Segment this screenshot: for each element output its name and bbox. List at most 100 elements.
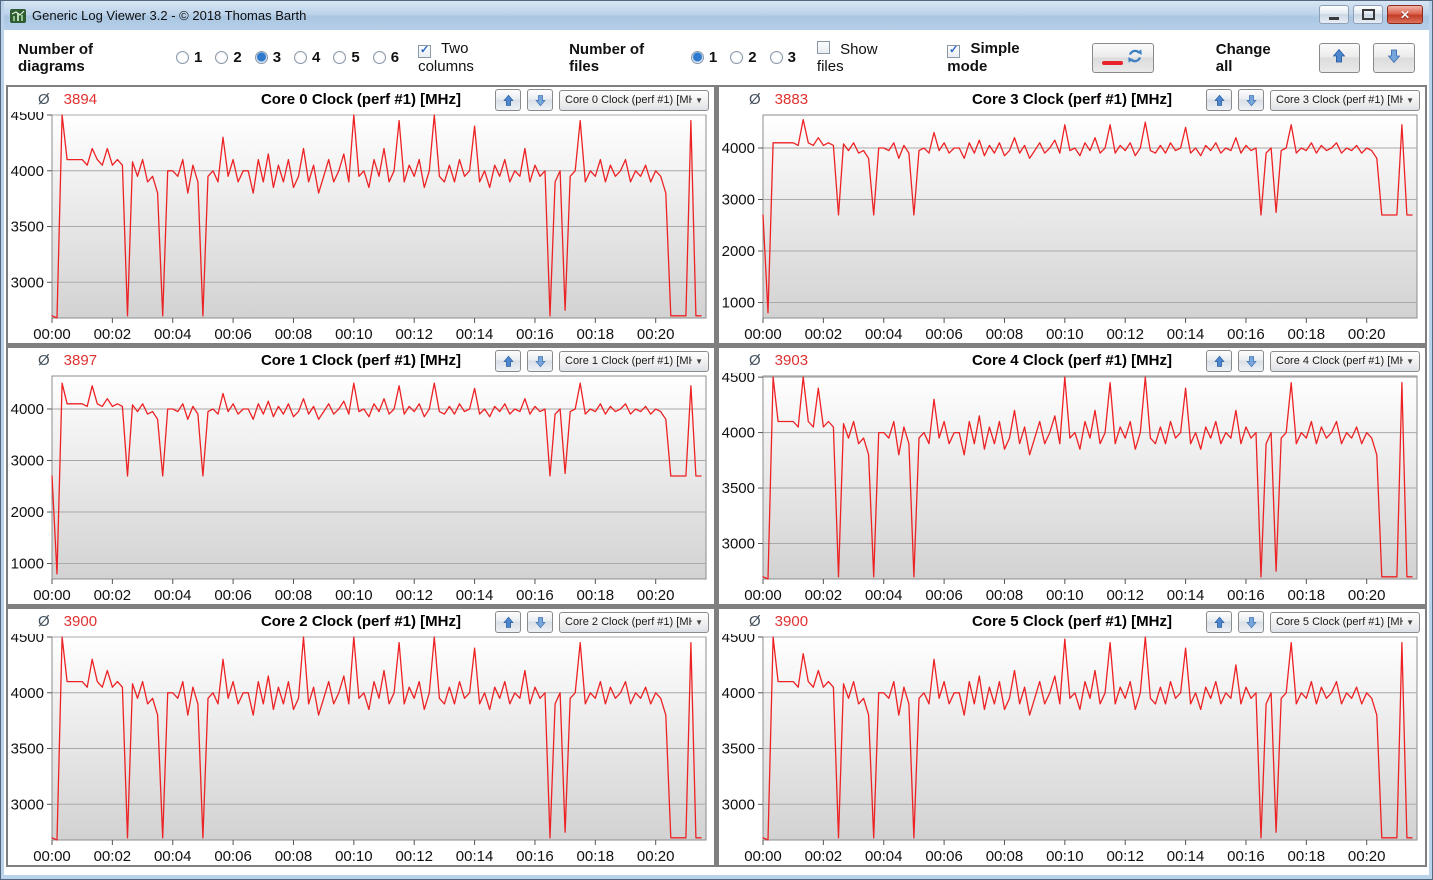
radio-files-1[interactable]: 1: [690, 49, 717, 66]
svg-text:00:00: 00:00: [33, 326, 71, 343]
panel-move-up-button[interactable]: [495, 89, 521, 111]
svg-text:4500: 4500: [11, 112, 44, 124]
file-count-radio-group: 1 2 3: [690, 49, 809, 66]
radio-button-icon[interactable]: [294, 51, 308, 64]
series-select-value: Core 3 Clock (perf #1) [MH: [1276, 94, 1404, 106]
radio-button-icon[interactable]: [176, 51, 189, 64]
radio-diagrams-6[interactable]: 6: [372, 49, 399, 66]
radio-button-icon[interactable]: [372, 51, 386, 64]
show-files-checkbox[interactable]: Show files: [816, 40, 907, 75]
panel-move-down-button[interactable]: [1238, 89, 1264, 111]
minimize-icon: [1329, 17, 1339, 20]
minimize-button[interactable]: [1319, 5, 1349, 24]
radio-diagrams-1[interactable]: 1: [176, 49, 202, 66]
maximize-button[interactable]: [1353, 5, 1383, 24]
panel-move-down-button[interactable]: [1238, 611, 1264, 633]
arrow-down-icon: [1387, 49, 1401, 64]
radio-button-icon[interactable]: [215, 51, 229, 64]
arrow-down-icon: [1245, 94, 1257, 106]
simple-mode-checkbox[interactable]: Simple mode: [947, 40, 1062, 75]
radio-button-icon[interactable]: [769, 51, 783, 64]
series-select-value: Core 5 Clock (perf #1) [MH: [1276, 616, 1404, 628]
radio-button-icon[interactable]: [254, 51, 268, 64]
checkbox-icon[interactable]: [947, 44, 961, 58]
svg-text:00:20: 00:20: [637, 848, 675, 865]
svg-text:00:08: 00:08: [986, 587, 1024, 604]
panel-move-down-button[interactable]: [1238, 350, 1264, 372]
series-select[interactable]: Core 2 Clock (perf #1) [MH ▼: [559, 611, 709, 633]
files-label: Number of files: [569, 40, 645, 75]
average-symbol: Ø: [749, 613, 761, 630]
panel-move-down-button[interactable]: [527, 89, 553, 111]
svg-text:2000: 2000: [11, 504, 44, 521]
radio-diagrams-2[interactable]: 2: [215, 49, 242, 66]
radio-button-icon[interactable]: [333, 51, 347, 64]
svg-text:00:08: 00:08: [275, 326, 313, 343]
panel-move-down-button[interactable]: [527, 611, 553, 633]
arrow-up-icon: [1213, 616, 1225, 628]
svg-text:00:04: 00:04: [865, 326, 903, 343]
svg-text:00:02: 00:02: [805, 587, 843, 604]
radio-label: 3: [787, 49, 796, 66]
refresh-icon: [1128, 49, 1143, 63]
change-all-down-button[interactable]: [1373, 42, 1415, 73]
panel-move-up-button[interactable]: [1206, 89, 1232, 111]
radio-diagrams-4[interactable]: 4: [294, 49, 320, 66]
radio-files-3[interactable]: 3: [769, 49, 796, 66]
panel-move-up-button[interactable]: [1206, 350, 1232, 372]
series-select[interactable]: Core 0 Clock (perf #1) [MH ▼: [559, 89, 709, 111]
arrow-down-icon: [534, 616, 546, 628]
chevron-down-icon: ▼: [695, 617, 703, 627]
chevron-down-icon: ▼: [1406, 617, 1414, 627]
series-select-value: Core 1 Clock (perf #1) [MH: [565, 355, 693, 367]
radio-button-icon[interactable]: [730, 51, 744, 64]
svg-text:00:06: 00:06: [925, 326, 963, 343]
close-button[interactable]: ✕: [1387, 5, 1423, 24]
radio-label: 1: [194, 49, 203, 66]
series-select[interactable]: Core 1 Clock (perf #1) [MH ▼: [559, 350, 709, 372]
chart-panel-core-0: Ø 3894 Core 0 Clock (perf #1) [MHz] Core…: [8, 87, 714, 343]
line-chart: 3000 3500 4000 4500 00:00 00:02 00:04 00:06 00:0…: [722, 634, 1418, 865]
change-all-up-button[interactable]: [1318, 42, 1361, 73]
panel-move-up-button[interactable]: [1206, 611, 1232, 633]
series-select[interactable]: Core 3 Clock (perf #1) [MH ▼: [1270, 89, 1420, 111]
average-value: 3894: [63, 91, 98, 108]
line-style-refresh-button[interactable]: [1092, 42, 1154, 73]
average-value: 3900: [774, 613, 809, 630]
show-files-label: Show files: [816, 40, 878, 75]
checkbox-icon[interactable]: [418, 44, 432, 58]
panel-move-up-button[interactable]: [495, 611, 521, 633]
arrow-up-icon: [502, 94, 514, 106]
checkbox-icon[interactable]: [816, 40, 830, 54]
arrow-down-icon: [1245, 616, 1257, 628]
titlebar[interactable]: Generic Log Viewer 3.2 - © 2018 Thomas B…: [4, 1, 1429, 30]
svg-text:00:18: 00:18: [577, 587, 615, 604]
line-chart: 1000 2000 3000 4000 00:00 00:02 00:04 00:06 00:0…: [722, 114, 1418, 343]
series-select[interactable]: Core 5 Clock (perf #1) [MH ▼: [1270, 611, 1420, 633]
panel-move-down-button[interactable]: [527, 350, 553, 372]
series-select[interactable]: Core 4 Clock (perf #1) [MH ▼: [1270, 350, 1420, 372]
svg-text:00:06: 00:06: [214, 848, 252, 865]
radio-label: 5: [351, 49, 360, 66]
radio-button-icon[interactable]: [690, 51, 704, 64]
svg-text:1000: 1000: [11, 556, 44, 573]
radio-files-2[interactable]: 2: [730, 49, 757, 66]
svg-text:00:14: 00:14: [1167, 326, 1205, 343]
svg-text:3500: 3500: [722, 741, 755, 758]
svg-text:00:08: 00:08: [275, 848, 313, 865]
radio-diagrams-5[interactable]: 5: [333, 49, 360, 66]
arrow-up-icon: [502, 616, 514, 628]
radio-diagrams-3[interactable]: 3: [254, 49, 281, 66]
svg-text:00:08: 00:08: [986, 326, 1024, 343]
panel-move-up-button[interactable]: [495, 350, 521, 372]
toolbar: Number of diagrams 1 2 3 4 5 6 Two columns Nu…: [4, 30, 1429, 85]
chart-panel-core-4: Ø 3903 Core 4 Clock (perf #1) [MHz] Core…: [719, 348, 1425, 604]
svg-text:00:12: 00:12: [395, 326, 433, 343]
two-columns-checkbox[interactable]: Two columns: [418, 40, 527, 75]
radio-label: 2: [748, 49, 757, 66]
svg-text:00:18: 00:18: [1288, 587, 1326, 604]
svg-text:00:16: 00:16: [516, 587, 554, 604]
series-select-value: Core 4 Clock (perf #1) [MH: [1276, 355, 1404, 367]
average-value: 3903: [774, 352, 809, 369]
svg-text:00:20: 00:20: [1348, 326, 1386, 343]
